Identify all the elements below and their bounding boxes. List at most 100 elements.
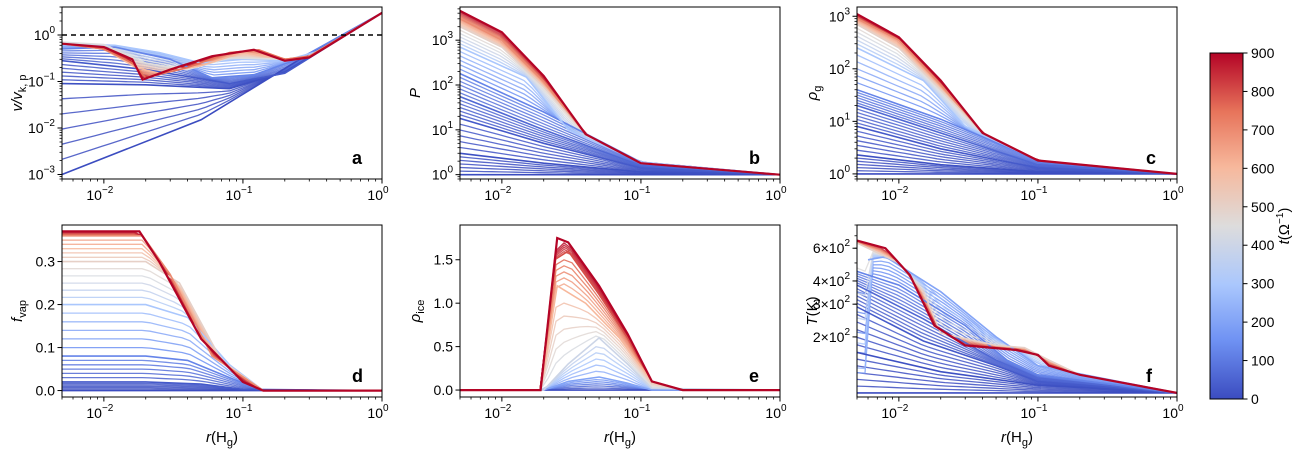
panel-a-lines — [62, 11, 382, 176]
panel-a-xtick-label: 100 — [367, 185, 389, 203]
panel-b-ytick-label: 101 — [432, 120, 454, 138]
panel-f-xlabel: r(Hg) — [1001, 429, 1033, 449]
panel-a: 10−2 10−1 100 10−3 10−2 10−1 100 v/vk, p a — [9, 6, 389, 203]
panel-a-ylabel: v/vk, p — [9, 75, 29, 112]
colorbar-ticks: 0 100 200 300 400 500 600 700 800 900 — [1243, 45, 1275, 407]
panel-b-ytick-label: 103 — [432, 30, 454, 48]
panel-b-xtick-label: 10−1 — [623, 185, 650, 203]
panel-b-curve-t60 — [460, 95, 780, 176]
panel-f-curve-t900 — [857, 239, 1177, 394]
panel-e-xlabel: r(Hg) — [604, 429, 636, 449]
panel-d-curve-t900 — [62, 230, 382, 392]
panel-f-curve-t30 — [857, 306, 1177, 394]
panel-c-curve-t30 — [857, 125, 1177, 175]
panel-e-curve-t400 — [460, 336, 780, 391]
panel-b-ylabel: P — [407, 88, 424, 98]
panel-e-letter: e — [749, 366, 759, 386]
panel-e-ytick-label: 0.0 — [434, 382, 454, 398]
panel-c-curve-t10 — [857, 154, 1177, 175]
panel-d-xtick-label: 10−2 — [86, 403, 113, 421]
panel-b-lines — [460, 9, 780, 176]
panel-a-xtick-label: 10−1 — [225, 185, 252, 203]
panel-f-curve-t10 — [857, 351, 1177, 394]
colorbar-label: t(Ω−1) — [1275, 208, 1293, 245]
panel-c-lines — [857, 13, 1177, 175]
panel-d-ylabel: fvap — [9, 300, 29, 322]
panel-c-ytick-label: 103 — [829, 6, 851, 24]
panel-b-xtick-label: 100 — [765, 185, 787, 203]
panel-b-curve-t10 — [460, 152, 780, 176]
panel-c-ytick-label: 102 — [829, 59, 851, 77]
panel-e-ytick-label: 0.5 — [434, 339, 454, 355]
panel-e: 10−2 10−1 100 0.0 0.5 1.0 1.5 ρice r(Hg) e — [407, 224, 787, 449]
panel-f-ylabel: T(K) — [804, 296, 821, 325]
panel-f-ytick-label: 2×102 — [813, 327, 851, 345]
panel-e-xtick-label: 10−2 — [484, 403, 511, 421]
panel-d-frame — [61, 224, 383, 398]
panel-c-letter: c — [1146, 148, 1156, 168]
panel-a-curve-t900 — [62, 11, 382, 81]
panel-f-ytick-label: 6×102 — [813, 238, 851, 256]
panel-a-ytick-label: 10−3 — [28, 164, 55, 182]
panel-b-frame — [459, 6, 781, 180]
colorbar-tick-label: 100 — [1251, 353, 1275, 369]
panel-a-curve-interp — [62, 12, 382, 130]
panel-d-curve-interp — [62, 256, 382, 392]
panel-e-curve-interp — [460, 283, 780, 391]
panel-b-ytick-label: 100 — [432, 165, 454, 183]
panel-d-xtick-label: 10−1 — [225, 403, 252, 421]
panel-c-curve-t60 — [857, 104, 1177, 175]
panel-f-curve-t60 — [857, 284, 1177, 394]
colorbar-tick-label: 500 — [1251, 199, 1275, 215]
panel-d-curve-interp — [62, 231, 382, 392]
panel-c-xtick-label: 10−2 — [881, 185, 908, 203]
colorbar-tick-label: 700 — [1251, 122, 1275, 138]
panel-c-ylabel: ρg — [804, 86, 824, 102]
colorbar-gradient — [1209, 52, 1244, 400]
panel-d-xtick-label: 100 — [367, 403, 389, 421]
colorbar-tick-label: 200 — [1251, 314, 1275, 330]
panel-a-letter: a — [352, 148, 363, 168]
panel-d-ytick-label: 0.2 — [36, 297, 56, 313]
panel-a-xtick-label: 10−2 — [86, 185, 113, 203]
panel-d-curve-interp — [62, 268, 382, 392]
panel-a-axes: 10−2 10−1 100 10−3 10−2 10−1 100 v/vk, p — [9, 6, 389, 203]
panel-f-frame — [856, 224, 1178, 398]
panel-d-axes: 10−2 10−1 100 0.0 0.1 0.2 0.3 fvap r(Hg) — [9, 224, 389, 449]
panel-c-ytick-label: 101 — [829, 111, 851, 129]
panel-d-ytick-label: 0.1 — [36, 340, 56, 356]
panel-f-ytick-label: 4×102 — [813, 271, 851, 289]
panel-c-frame — [856, 6, 1178, 180]
panel-d-xlabel: r(Hg) — [206, 429, 238, 449]
panel-a-ytick-label: 10−2 — [28, 118, 55, 136]
panel-c-xtick-label: 10−1 — [1020, 185, 1047, 203]
panel-e-ytick-label: 1.0 — [434, 295, 454, 311]
panel-f-ytick-label: 3×102 — [813, 294, 851, 312]
colorbar-tick-label: 0 — [1251, 391, 1259, 407]
panel-b-curve-t30 — [460, 117, 780, 176]
panel-e-curve-t600 — [460, 284, 780, 391]
panel-f-lines — [857, 239, 1177, 394]
panel-f: 10−2 10−1 100 2×102 3×102 4×102 6×102 T(K) r(Hg)… — [804, 224, 1184, 449]
panel-e-xtick-label: 10−1 — [623, 403, 650, 421]
panel-f-axes: 10−2 10−1 100 2×102 3×102 4×102 6×102 T(K) r(Hg) — [804, 224, 1184, 449]
panel-e-frame — [459, 224, 781, 398]
panel-e-axes: 10−2 10−1 100 0.0 0.5 1.0 1.5 ρice r(Hg) — [407, 224, 787, 449]
panel-c-xtick-label: 100 — [1162, 185, 1184, 203]
panel-a-ytick-label: 100 — [34, 25, 56, 43]
panel-d-letter: d — [352, 366, 363, 386]
panel-e-ytick-label: 1.5 — [434, 252, 454, 268]
colorbar-tick-label: 600 — [1251, 160, 1275, 176]
panel-e-xtick-label: 100 — [765, 403, 787, 421]
colorbar-tick-label: 800 — [1251, 83, 1275, 99]
panel-c: 10−2 10−1 100 100 101 102 103 ρg c — [804, 6, 1184, 203]
panel-f-xtick-label: 100 — [1162, 403, 1184, 421]
panel-b: 10−2 10−1 100 100 101 102 103 P b — [407, 6, 787, 203]
panel-e-curve-t900 — [460, 236, 780, 392]
colorbar-tick-label: 300 — [1251, 276, 1275, 292]
panel-a-ytick-label: 10−1 — [28, 71, 55, 89]
panel-b-curve-t900 — [460, 9, 780, 176]
panel-c-ytick-label: 100 — [829, 164, 851, 182]
panel-f-xtick-label: 10−1 — [1020, 403, 1047, 421]
panel-b-ytick-label: 102 — [432, 75, 454, 93]
